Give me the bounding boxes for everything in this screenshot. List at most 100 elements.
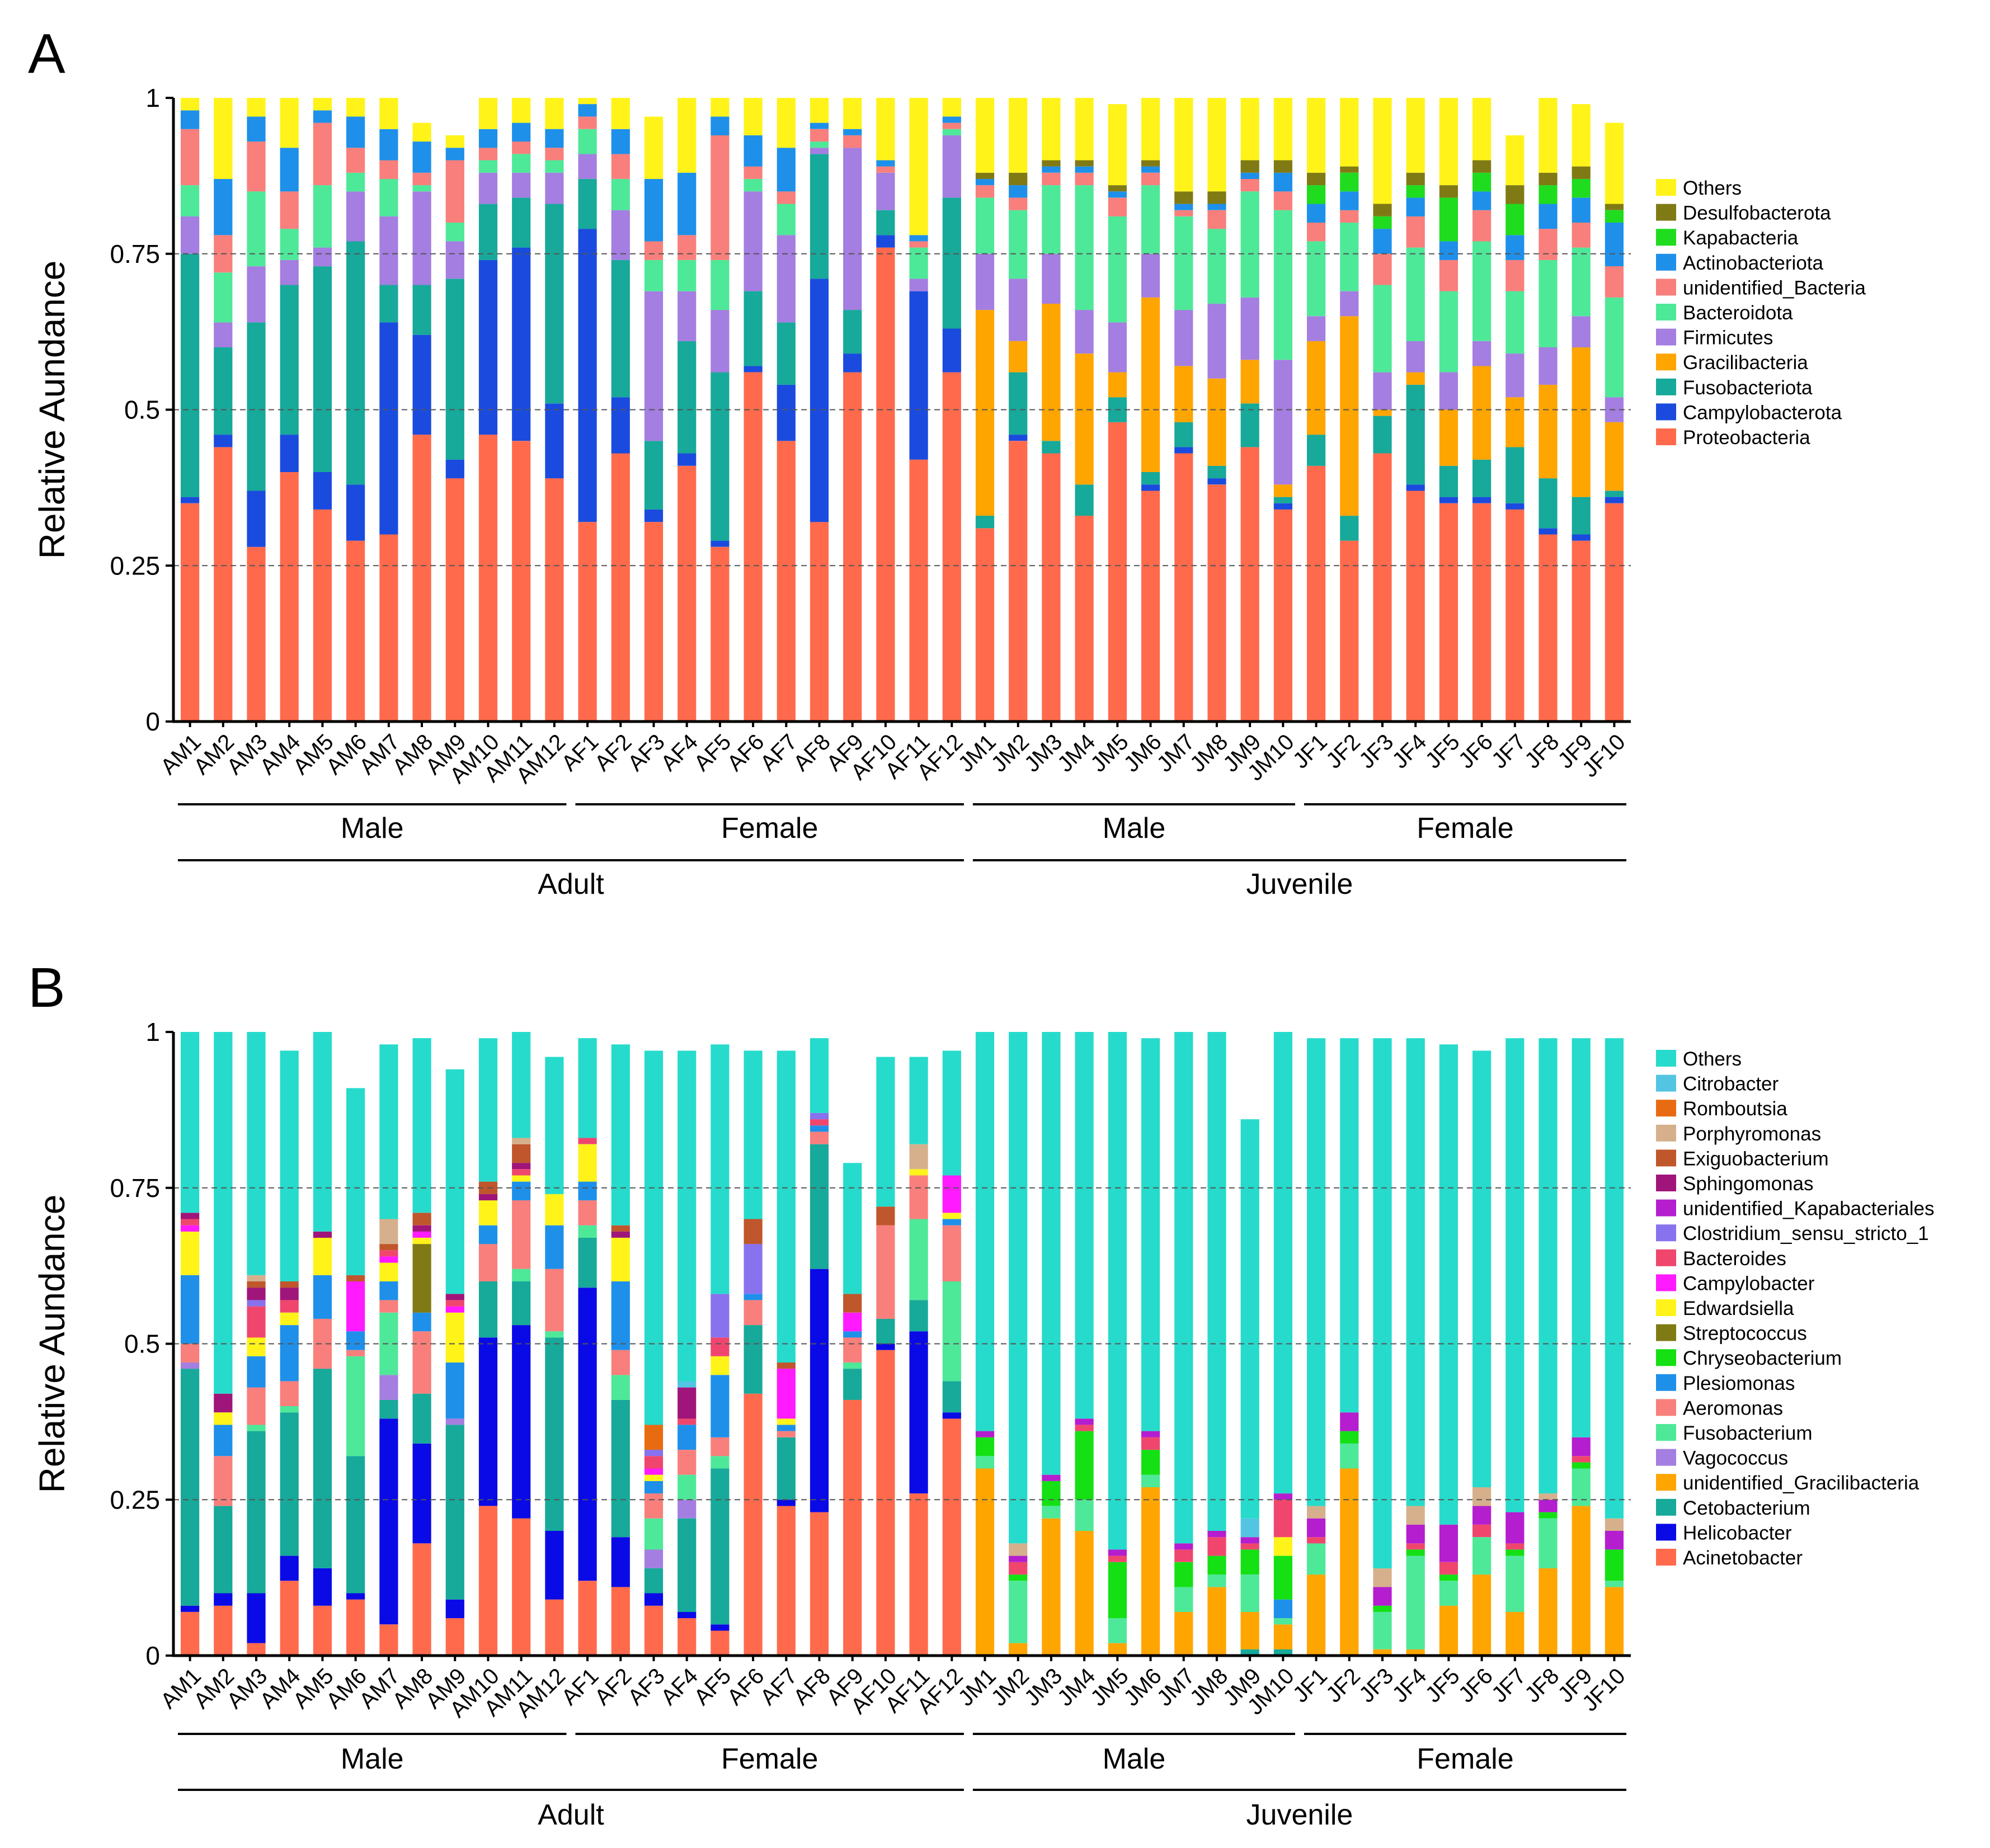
bar-segment-JM8-Others: [1207, 1032, 1226, 1531]
bar-segment-AF9-unidentified_Bacteria: [843, 135, 862, 148]
bar-segment-AM4-Plesiomonas: [280, 1325, 299, 1381]
bar-segment-JM9-Desulfobacterota: [1241, 161, 1259, 173]
bar-segment-JF9-Bacteroides: [1572, 1456, 1591, 1462]
bar-segment-JF6-Bacteroides: [1472, 1525, 1491, 1537]
legend-label-Desulfobacterota: Desulfobacterota: [1683, 202, 1831, 224]
bar-segment-AM8-Firmicutes: [413, 191, 431, 285]
bar-segment-AF12-Others: [943, 1051, 961, 1176]
bar-segment-AF8-Bacteroides: [810, 1119, 829, 1125]
bar-segment-AM11-Sphingomonas: [512, 1163, 530, 1169]
bar-segment-JF6-unidentified_Kapabacteriales: [1472, 1506, 1491, 1524]
bar-segment-AM3-Actinobacteriota: [247, 117, 265, 142]
bar-segment-JF5-Kapabacteria: [1439, 197, 1458, 241]
bar-segment-AF5-Cetobacterium: [711, 1469, 729, 1625]
bar-segment-AF4-Acinetobacter: [678, 1618, 696, 1656]
bar-segment-JF5-Proteobacteria: [1439, 503, 1458, 722]
bar-segment-JF5-Others: [1439, 1044, 1458, 1525]
bar-segment-AM5-Proteobacteria: [313, 510, 332, 722]
bar-segment-AF11-Others: [910, 98, 928, 235]
bar-segment-AF9-Campylobacterota: [843, 353, 862, 373]
bar-segment-JM3-unidentified_Kapabacteriales: [1042, 1475, 1060, 1481]
bar-segment-JM9-unidentified_Gracilibacteria: [1241, 1612, 1259, 1649]
legend-label-Campylobacterota: Campylobacterota: [1683, 402, 1842, 423]
bar-segment-AF4-Fusobacteriota: [678, 341, 696, 454]
bar-segment-AF3-Vagococcus: [644, 1549, 663, 1568]
bar-segment-AF10-Campylobacterota: [876, 235, 895, 247]
bar-segment-AF2-Edwardsiella: [611, 1238, 630, 1281]
bar-segment-AM3-Firmicutes: [247, 266, 265, 322]
bar-segment-AF8-Proteobacteria: [810, 522, 829, 722]
bar-segment-JM8-Others: [1207, 98, 1226, 191]
bar-segment-JM2-Gracilibacteria: [1009, 341, 1027, 373]
bar-segment-AM6-Helicobacter: [346, 1594, 365, 1600]
bar-segment-AM11-Bacteroides: [512, 1169, 530, 1175]
bar-segment-JF1-Actinobacteriota: [1307, 204, 1325, 223]
bar-segment-AF4-Fusobacterium: [678, 1475, 696, 1500]
bar-segment-AF2-Campylobacterota: [611, 397, 630, 453]
bar-segment-AF11-Cetobacterium: [910, 1300, 928, 1331]
bar-segment-AF1-Edwardsiella: [578, 1144, 597, 1182]
bar-segment-AM9-Bacteroidota: [446, 223, 464, 241]
legend-swatch-Vagococcus: [1656, 1449, 1676, 1466]
bar-segment-AM6-Aeromonas: [346, 1350, 365, 1356]
bar-segment-AM12-Plesiomonas: [545, 1225, 563, 1269]
bar-segment-JM7-Fusobacteriota: [1174, 422, 1193, 447]
bar-segment-AF5-Firmicutes: [711, 310, 729, 373]
bar-segment-JF9-Chryseobacterium: [1572, 1462, 1591, 1468]
bar-segment-JM7-Fusobacterium: [1174, 1587, 1193, 1612]
bar-segment-JF5-unidentified_Bacteria: [1439, 260, 1458, 291]
bar-segment-AF2-Others: [611, 98, 630, 129]
bar-segment-JF8-Others: [1539, 1038, 1557, 1493]
legend-swatch-unidentified_Gracilibacteria: [1656, 1474, 1676, 1491]
bar-segment-JM2-Porphyromonas: [1009, 1543, 1027, 1555]
bar-segment-JM7-unidentified_Kapabacteriales: [1174, 1543, 1193, 1549]
bar-segment-AF6-Proteobacteria: [744, 373, 763, 722]
bar-segment-JM10-Bacteroides: [1274, 1500, 1292, 1537]
bar-segment-AF8-Fusobacteriota: [810, 154, 829, 279]
bar-segment-AF10-Actinobacteriota: [876, 161, 895, 167]
bar-segment-AF6-Fusobacteriota: [744, 291, 763, 366]
bar-segment-AM10-Helicobacter: [479, 1337, 497, 1506]
bar-segment-AM1-Campylobacterota: [181, 497, 199, 503]
bar-segment-JF5-Bacteroides: [1439, 1562, 1458, 1574]
bar-segment-AF8-Others: [810, 1038, 829, 1113]
bar-segment-JM4-Fusobacterium: [1075, 1500, 1094, 1531]
bar-segment-JF7-Fusobacteriota: [1506, 447, 1524, 503]
bar-segment-AM6-Fusobacterium: [346, 1356, 365, 1456]
legend-swatch-Others: [1656, 179, 1676, 196]
bar-segment-JM4-Fusobacteriota: [1075, 484, 1094, 516]
bar-segment-JF1-Bacteroides: [1307, 1537, 1325, 1543]
bar-segment-JF8-Gracilibacteria: [1539, 385, 1557, 478]
bar-segment-AF7-Exiguobacterium: [777, 1363, 796, 1369]
bar-segment-AF9-Aeromonas: [843, 1337, 862, 1363]
legend-swatch-Cetobacterium: [1656, 1499, 1676, 1516]
bar-segment-AF11-Actinobacteriota: [910, 235, 928, 241]
bar-segment-AF5-Bacteroides: [711, 1337, 729, 1356]
legend-label-Romboutsia: Romboutsia: [1683, 1098, 1787, 1120]
bar-segment-AF7-Bacteroidota: [777, 204, 796, 235]
bar-segment-JF2-unidentified_Bacteria: [1340, 210, 1358, 223]
bar-segment-JM2-Bacteroidota: [1009, 210, 1027, 279]
bar-segment-AM8-Acinetobacter: [413, 1543, 431, 1656]
bar-segment-JM9-Proteobacteria: [1241, 447, 1259, 722]
bar-segment-JF5-Firmicutes: [1439, 373, 1458, 410]
bar-segment-JM9-Firmicutes: [1241, 298, 1259, 360]
bar-segment-AM9-Vagococcus: [446, 1418, 464, 1425]
bar-segment-JM7-Proteobacteria: [1174, 454, 1193, 722]
legend-swatch-Actinobacteriota: [1656, 254, 1676, 271]
bar-segment-AF2-Acinetobacter: [611, 1587, 630, 1656]
bar-segment-AM1-Actinobacteriota: [181, 110, 199, 129]
bar-segment-JF1-Gracilibacteria: [1307, 341, 1325, 435]
bar-segment-AF3-Edwardsiella: [644, 1475, 663, 1481]
bar-segment-AF2-Fusobacterium: [611, 1375, 630, 1400]
bar-segment-AM1-Bacteroides: [181, 1219, 199, 1225]
bar-segment-JF1-Porphyromonas: [1307, 1506, 1325, 1518]
bar-segment-JF2-Proteobacteria: [1340, 541, 1358, 722]
panel-B: BRelative AundanceAM1AM2AM3AM4AM5AM6AM7A…: [28, 956, 1935, 1831]
bar-segment-AF11-Bacteroidota: [910, 248, 928, 279]
bar-segment-JM9-Fusobacterium: [1241, 1574, 1259, 1612]
bar-segment-AM8-Fusobacteriota: [413, 285, 431, 335]
bar-segment-AF9-Fusobacteriota: [843, 310, 862, 353]
bar-segment-AM3-Clostridium_sensu_stricto_1: [247, 1300, 265, 1306]
bar-segment-JF4-Actinobacteriota: [1406, 197, 1425, 216]
